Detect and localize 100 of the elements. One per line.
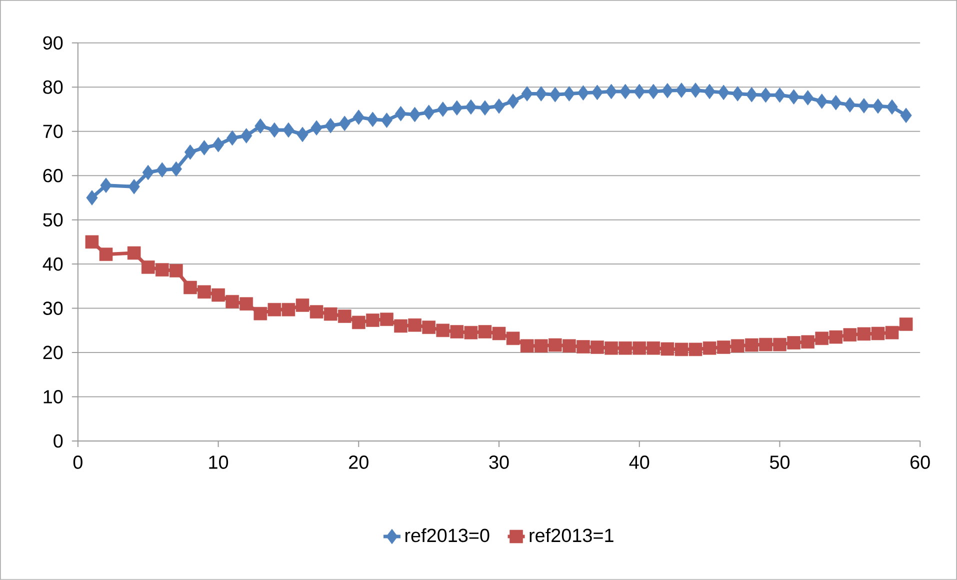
point (366, 112, 378, 128)
x-tick-label: 30 (489, 456, 509, 469)
point (436, 324, 450, 338)
point (254, 118, 266, 134)
point (774, 87, 786, 103)
point (660, 342, 674, 356)
point (900, 108, 912, 124)
point (366, 314, 380, 327)
x-tick-label: 10 (209, 456, 228, 469)
point (465, 99, 477, 115)
point (128, 179, 140, 194)
y-tick-label: 0 (54, 434, 63, 448)
point (788, 89, 800, 105)
point (885, 326, 899, 340)
point (830, 95, 842, 110)
point (142, 164, 154, 180)
y-tick-label: 80 (43, 80, 63, 94)
point (632, 341, 646, 355)
point (437, 102, 449, 117)
point (646, 341, 660, 355)
y-tick-label: 90 (43, 36, 63, 50)
point (338, 310, 352, 323)
point (674, 342, 688, 356)
x-tick-label: 40 (629, 456, 650, 469)
point (170, 161, 182, 177)
point (899, 318, 913, 331)
point (324, 118, 336, 134)
point (816, 94, 828, 109)
point (240, 297, 254, 311)
legend-label: ref2013=1 (530, 528, 614, 542)
point (886, 99, 898, 115)
point (254, 306, 268, 320)
point (506, 332, 520, 346)
point (451, 100, 463, 116)
y-tick-label: 10 (44, 390, 63, 404)
point (184, 280, 197, 294)
point (802, 90, 814, 106)
y-tick-label: 30 (43, 302, 63, 316)
point (704, 84, 716, 100)
point (618, 341, 632, 355)
point (408, 318, 422, 332)
point (240, 128, 252, 144)
point (606, 84, 618, 100)
point (562, 339, 576, 353)
point (534, 339, 548, 353)
point (268, 122, 280, 138)
point (492, 326, 506, 340)
point (801, 335, 814, 349)
point (634, 84, 646, 100)
y-tick-label: 20 (43, 346, 63, 360)
point (858, 98, 870, 114)
point (773, 338, 786, 352)
point (226, 130, 238, 146)
y-tick-label: 50 (43, 213, 63, 227)
point (352, 110, 364, 125)
point (380, 312, 394, 326)
y-tick-label: 60 (43, 168, 63, 182)
point (662, 83, 674, 98)
point (282, 303, 296, 316)
point (409, 106, 421, 122)
point (282, 122, 294, 138)
point (730, 339, 744, 353)
point (760, 87, 772, 103)
point (702, 341, 716, 355)
point (688, 342, 702, 356)
point (423, 104, 435, 120)
point (450, 325, 464, 338)
point (676, 82, 688, 98)
point (507, 94, 519, 109)
point (422, 320, 436, 334)
point (787, 336, 800, 350)
point (745, 338, 758, 352)
y-tick-label: 40 (42, 257, 63, 271)
point (338, 116, 350, 132)
point (478, 325, 492, 338)
point (464, 326, 478, 340)
point (872, 98, 884, 114)
point (99, 248, 113, 262)
point (857, 327, 871, 341)
point (521, 86, 533, 102)
point (226, 295, 239, 308)
point (591, 84, 604, 100)
point (156, 162, 168, 178)
point (310, 120, 322, 136)
point (716, 340, 730, 354)
point (380, 112, 392, 128)
x-tick-label: 60 (910, 456, 930, 469)
point (141, 260, 155, 274)
point (184, 144, 196, 160)
point (563, 86, 575, 102)
point (604, 341, 618, 355)
point (577, 85, 590, 101)
point (86, 190, 98, 206)
point (324, 307, 338, 321)
point (590, 340, 604, 354)
point (155, 263, 169, 276)
point (310, 305, 324, 319)
point (732, 86, 744, 102)
point (100, 178, 112, 194)
point (352, 316, 366, 330)
